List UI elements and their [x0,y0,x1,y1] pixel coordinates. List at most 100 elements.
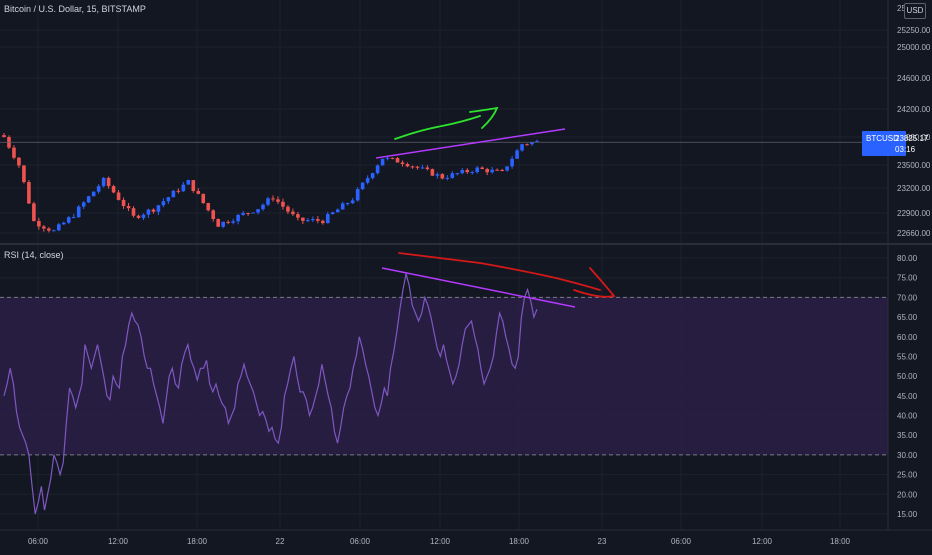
candle-body [455,173,460,175]
candle-body [271,198,275,200]
price-tick-label: 22660.00 [897,229,931,238]
candle-body [375,165,380,174]
candle-body [56,224,61,231]
candle-body [355,189,360,201]
candle-body [340,203,345,210]
symbol-legend[interactable]: Bitcoin / U.S. Dollar, 15, BITSTAMP [4,4,146,14]
rsi-tick-label: 30.00 [897,451,918,460]
candle-body [460,169,465,174]
candle-body [161,201,166,206]
time-tick-label: 23 [598,537,607,546]
candle-body [490,169,494,173]
rsi-line [3,273,538,515]
rsi-tick-label: 35.00 [897,431,918,440]
rsi-tick-label: 15.00 [897,510,918,519]
candle-body [86,196,91,203]
candle-body [22,165,26,183]
candle-body [415,166,420,168]
time-tick-label: 12:00 [108,537,129,546]
candle-body [61,222,66,225]
currency-badge[interactable]: USD [904,3,926,19]
candle-body [291,211,295,215]
candle-body [385,157,390,159]
time-axis[interactable]: 06:00 12:00 18:00 22 06:00 12:00 18:00 23 06:00 1… [28,537,851,546]
rsi-tick-label: 40.00 [897,412,918,421]
rsi-tick-label: 70.00 [897,293,918,302]
candle-body [221,221,225,227]
candle-body [216,219,220,227]
candle-body [510,158,514,167]
candle-body [281,201,285,207]
candle-body [206,203,211,211]
candle-body [370,173,375,179]
price-tick-label: 23200.00 [897,184,931,193]
rsi-tick-label: 20.00 [897,490,918,499]
rsi-divergence-trendline[interactable] [381,267,576,308]
time-tick-label: 06:00 [671,537,692,546]
price-axis[interactable]: 22660.00 22900.00 23200.00 23500.00 23900.00… [897,26,931,238]
price-tick-label: 25250.00 [897,26,931,35]
candle-body [425,167,430,170]
last-price-badge-bg [862,131,906,156]
rsi-band [0,297,888,455]
candle-body [76,206,81,218]
candle-body [360,182,365,190]
rsi-tick-label: 60.00 [897,333,918,342]
candle-body [470,172,475,174]
candle-body [111,186,116,193]
rsi-tick-label: 45.00 [897,392,918,401]
candle-body [535,141,539,143]
time-tick-label: 18:00 [187,537,208,546]
candle-body [32,203,36,221]
candle-body [350,200,355,204]
candle-body [186,180,191,185]
candle-body [181,184,186,192]
time-tick-label: 18:00 [830,537,851,546]
candle-body [166,197,171,202]
price-tick-label: 25000.00 [897,43,931,52]
candles [2,133,539,233]
candle-body [500,169,504,171]
candle-body [485,169,489,173]
green-arrow-icon[interactable] [394,106,499,140]
candle-body [141,214,146,218]
last-price-ticker: BTCUSD [866,134,899,143]
rsi-tick-label: 55.00 [897,352,918,361]
candle-body [410,166,415,168]
candle-body [106,177,111,187]
candle-body [251,212,255,214]
candle-body [325,214,330,224]
rsi-tick-label: 75.00 [897,274,918,283]
price-tick-label: 24600.00 [897,74,931,83]
rsi-tick-label: 80.00 [897,254,918,263]
candle-body [306,220,310,222]
candle-body [42,226,46,229]
candle-body [37,220,41,227]
candle-body [465,169,470,173]
candle-body [47,228,51,231]
candle-body [311,219,315,221]
rsi-tick-label: 50.00 [897,372,918,381]
candle-body [405,164,410,167]
candle-body [390,157,395,159]
price-resistance-trendline[interactable] [375,128,566,159]
candle-body [330,212,335,215]
candle-body [91,191,96,197]
rsi-tick-label: 65.00 [897,313,918,322]
candle-body [495,169,499,171]
candle-body [156,205,161,212]
rsi-legend[interactable]: RSI (14, close) [4,250,64,260]
candle-body [400,162,405,165]
last-price-badge: BTCUSD 23825.17 03:16 25 [862,4,929,156]
candle-body [151,209,156,212]
candle-body [380,158,385,166]
red-arrow-icon[interactable] [398,252,616,298]
candle-body [395,158,400,163]
rsi-axis[interactable]: 80.00 75.00 70.00 65.00 60.00 55.00 50.00 45.00… [897,254,918,519]
time-tick-label: 18:00 [509,537,530,546]
candle-body [231,221,235,223]
candle-body [146,209,151,215]
time-tick-label: 12:00 [430,537,451,546]
